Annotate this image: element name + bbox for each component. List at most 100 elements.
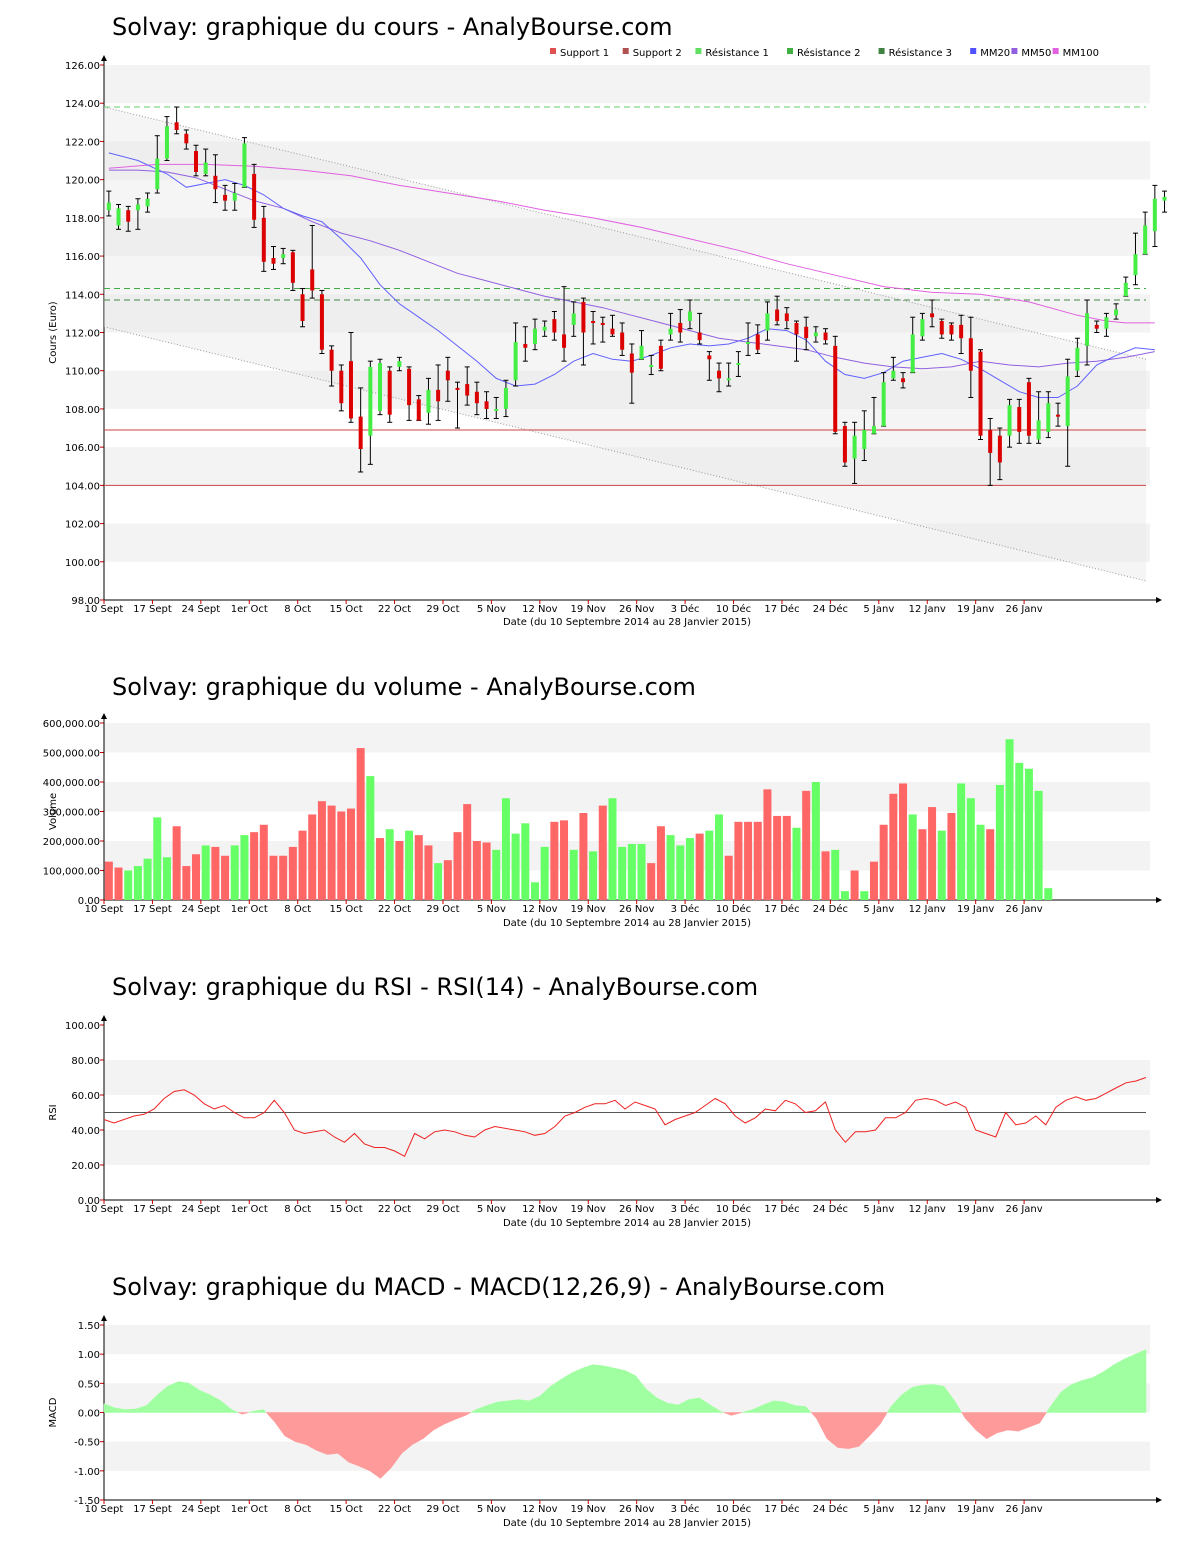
- volume-bar: [618, 846, 627, 900]
- x-tick-label: 19 Janv: [957, 904, 994, 915]
- background-band: [104, 294, 1150, 333]
- volume-bar: [550, 821, 559, 900]
- x-tick-label: 15 Oct: [330, 604, 363, 615]
- macd-area: [1071, 1380, 1083, 1413]
- candle-body: [213, 175, 218, 190]
- macd-area: [273, 1412, 286, 1437]
- x-axis-arrow: [1156, 597, 1162, 603]
- volume-bar: [685, 838, 694, 900]
- x-tick-label: 24 Déc: [813, 1503, 848, 1515]
- candle-body: [106, 202, 111, 211]
- x-axis-label: Date (du 10 Septembre 2014 au 28 Janvier…: [503, 617, 751, 628]
- chart-title: Solvay: graphique du cours - AnalyBourse…: [112, 13, 672, 41]
- candle-body: [223, 194, 228, 201]
- y-tick-label: 0.00: [78, 1196, 100, 1207]
- volume-bar: [414, 835, 423, 900]
- candle-body: [397, 361, 402, 367]
- y-tick-label: 126.00: [65, 61, 100, 72]
- candle-body: [503, 387, 508, 409]
- candle-body: [639, 345, 644, 360]
- candle-body: [513, 342, 518, 381]
- candle-body: [1114, 309, 1119, 316]
- volume-bar: [918, 829, 927, 900]
- macd-area: [869, 1412, 881, 1437]
- macd-area: [1103, 1364, 1115, 1413]
- x-tick-label: 3 Déc: [671, 603, 700, 615]
- volume-bar: [966, 798, 975, 900]
- x-tick-label: 24 Sept: [182, 1504, 221, 1515]
- background-band: [104, 723, 1150, 753]
- x-axis-label: Date (du 10 Septembre 2014 au 28 Janvier…: [503, 918, 751, 929]
- x-tick-label: 15 Oct: [330, 1504, 363, 1515]
- y-tick-label: -1.00: [74, 1467, 100, 1478]
- y-tick-label: 116.00: [65, 252, 100, 263]
- x-tick-label: 22 Oct: [378, 904, 411, 915]
- candle-body: [891, 370, 896, 379]
- volume-bar: [434, 863, 443, 900]
- candle-body: [755, 334, 760, 350]
- x-tick-label: 17 Sept: [133, 904, 172, 915]
- macd-area: [614, 1367, 626, 1413]
- candle-body: [532, 328, 537, 344]
- volume-bar: [540, 846, 549, 900]
- candle-body: [600, 322, 605, 325]
- volume-chart: Solvay: graphique du volume - AnalyBours…: [43, 673, 1162, 929]
- y-axis-arrow: [101, 1315, 107, 1321]
- volume-bar: [104, 861, 113, 900]
- x-tick-label: 17 Sept: [133, 1204, 172, 1215]
- background-band: [104, 370, 1150, 409]
- macd-area: [454, 1412, 466, 1420]
- candle-body: [949, 324, 954, 335]
- candle-body: [910, 334, 915, 373]
- trend-channel: [104, 107, 1146, 581]
- macd-area: [433, 1412, 445, 1431]
- volume-bar: [482, 842, 491, 900]
- candle-body: [813, 332, 818, 337]
- macd-area: [794, 1405, 807, 1413]
- macd-area: [858, 1412, 870, 1447]
- x-tick-label: 17 Sept: [133, 1504, 172, 1515]
- volume-bar: [240, 835, 249, 900]
- macd-area: [1007, 1412, 1019, 1432]
- x-tick-label: 12 Janv: [909, 904, 946, 915]
- x-tick-label: 12 Janv: [909, 604, 946, 615]
- candle-body: [1065, 376, 1070, 427]
- y-tick-label: 40.00: [71, 1126, 100, 1137]
- y-tick-label: 200,000.00: [43, 837, 100, 848]
- candle-body: [1085, 313, 1090, 346]
- volume-bar: [521, 823, 530, 900]
- chart-title: Solvay: graphique du volume - AnalyBours…: [112, 673, 696, 701]
- x-tick-label: 5 Nov: [477, 1204, 506, 1215]
- volume-bar: [259, 824, 268, 900]
- candle-body: [591, 321, 596, 324]
- candle-body: [242, 143, 247, 188]
- candle-body: [194, 150, 199, 172]
- macd-area: [518, 1399, 530, 1413]
- y-tick-label: 114.00: [65, 290, 100, 301]
- x-tick-label: 10 Déc: [716, 1203, 751, 1215]
- macd-area: [178, 1381, 190, 1413]
- candle-body: [959, 324, 964, 339]
- macd-area: [231, 1409, 239, 1413]
- volume-bar: [579, 812, 588, 900]
- x-tick-label: 1er Oct: [231, 1204, 268, 1215]
- candle-body: [145, 198, 150, 207]
- macd-area: [1113, 1358, 1125, 1413]
- volume-bar: [211, 846, 220, 900]
- macd-area: [327, 1412, 339, 1455]
- x-tick-label: 5 Nov: [477, 604, 506, 615]
- volume-bar: [899, 783, 908, 900]
- volume-bar: [153, 817, 162, 900]
- x-tick-label: 19 Nov: [571, 604, 607, 615]
- x-tick-label: 12 Nov: [522, 1504, 558, 1515]
- macd-area: [848, 1412, 860, 1449]
- macd-area: [603, 1365, 615, 1413]
- rsi-chart: Solvay: graphique du RSI - RSI(14) - Ana…: [48, 973, 1162, 1229]
- candle-body: [339, 370, 344, 404]
- x-tick-label: 15 Oct: [330, 904, 363, 915]
- volume-bar: [695, 833, 704, 900]
- x-tick-label: 29 Oct: [426, 904, 459, 915]
- candle-body: [319, 294, 324, 350]
- y-tick-label: 102.00: [65, 520, 100, 531]
